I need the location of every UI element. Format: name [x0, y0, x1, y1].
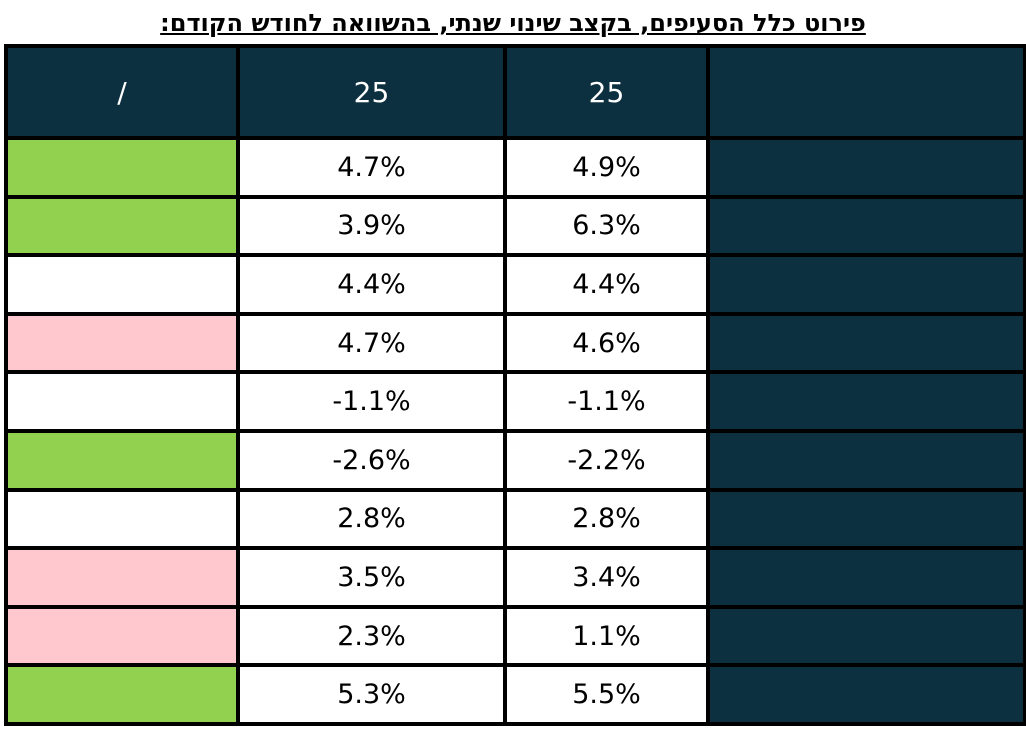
status-indicator — [4, 428, 240, 492]
status-indicator — [4, 136, 240, 199]
value-previous: 1.1% — [503, 604, 710, 668]
row-label — [706, 546, 1026, 609]
row-label — [706, 311, 1026, 375]
value-current: 2.8% — [236, 487, 507, 551]
table-row: 2.3% 1.1% — [4, 604, 1026, 668]
row-label — [706, 487, 1026, 551]
row-label — [706, 428, 1026, 492]
value-current: 4.7% — [236, 136, 507, 199]
status-indicator — [4, 546, 240, 609]
row-label — [706, 604, 1026, 668]
status-indicator — [4, 487, 240, 551]
row-label — [706, 253, 1026, 316]
value-previous: 2.8% — [503, 487, 710, 551]
value-previous: 4.9% — [503, 136, 710, 199]
header-current-month: 25 — [236, 44, 507, 140]
value-current: 3.5% — [236, 546, 507, 609]
row-label — [706, 663, 1026, 726]
value-current: 2.3% — [236, 604, 507, 668]
value-previous: 5.5% — [503, 663, 710, 726]
value-previous: 4.6% — [503, 311, 710, 375]
value-current: -1.1% — [236, 370, 507, 433]
status-indicator — [4, 253, 240, 316]
row-label — [706, 194, 1026, 258]
table-row: 4.7% 4.9% — [4, 136, 1026, 199]
table-header-row: / 25 25 — [4, 44, 1026, 140]
header-previous-month: 25 — [503, 44, 710, 140]
data-table: / 25 25 4.7% 4.9% 3.9% 6.3% 4.4% 4.4% 4.… — [4, 44, 1026, 726]
table-row: 2.8% 2.8% — [4, 487, 1026, 551]
row-label — [706, 370, 1026, 433]
table-row: 4.4% 4.4% — [4, 253, 1026, 316]
header-change-direction: / — [4, 44, 240, 140]
value-current: 4.7% — [236, 311, 507, 375]
table-row: 3.5% 3.4% — [4, 546, 1026, 609]
value-previous: -2.2% — [503, 428, 710, 492]
status-indicator — [4, 663, 240, 726]
status-indicator — [4, 311, 240, 375]
row-label — [706, 136, 1026, 199]
table-body: 4.7% 4.9% 3.9% 6.3% 4.4% 4.4% 4.7% 4.6% … — [4, 136, 1026, 726]
value-current: 4.4% — [236, 253, 507, 316]
value-previous: 6.3% — [503, 194, 710, 258]
table-row: 5.3% 5.5% — [4, 663, 1026, 726]
status-indicator — [4, 194, 240, 258]
table-row: 4.7% 4.6% — [4, 311, 1026, 375]
value-previous: 4.4% — [503, 253, 710, 316]
header-category — [706, 44, 1026, 140]
value-current: -2.6% — [236, 428, 507, 492]
value-current: 3.9% — [236, 194, 507, 258]
value-previous: -1.1% — [503, 370, 710, 433]
status-indicator — [4, 604, 240, 668]
table-row: 3.9% 6.3% — [4, 194, 1026, 258]
value-previous: 3.4% — [503, 546, 710, 609]
table-row: -2.6% -2.2% — [4, 428, 1026, 492]
value-current: 5.3% — [236, 663, 507, 726]
table-row: -1.1% -1.1% — [4, 370, 1026, 433]
status-indicator — [4, 370, 240, 433]
page-title: פירוט כלל הסעיפים, בקצב שינוי שנתי, בהשו… — [160, 9, 866, 37]
